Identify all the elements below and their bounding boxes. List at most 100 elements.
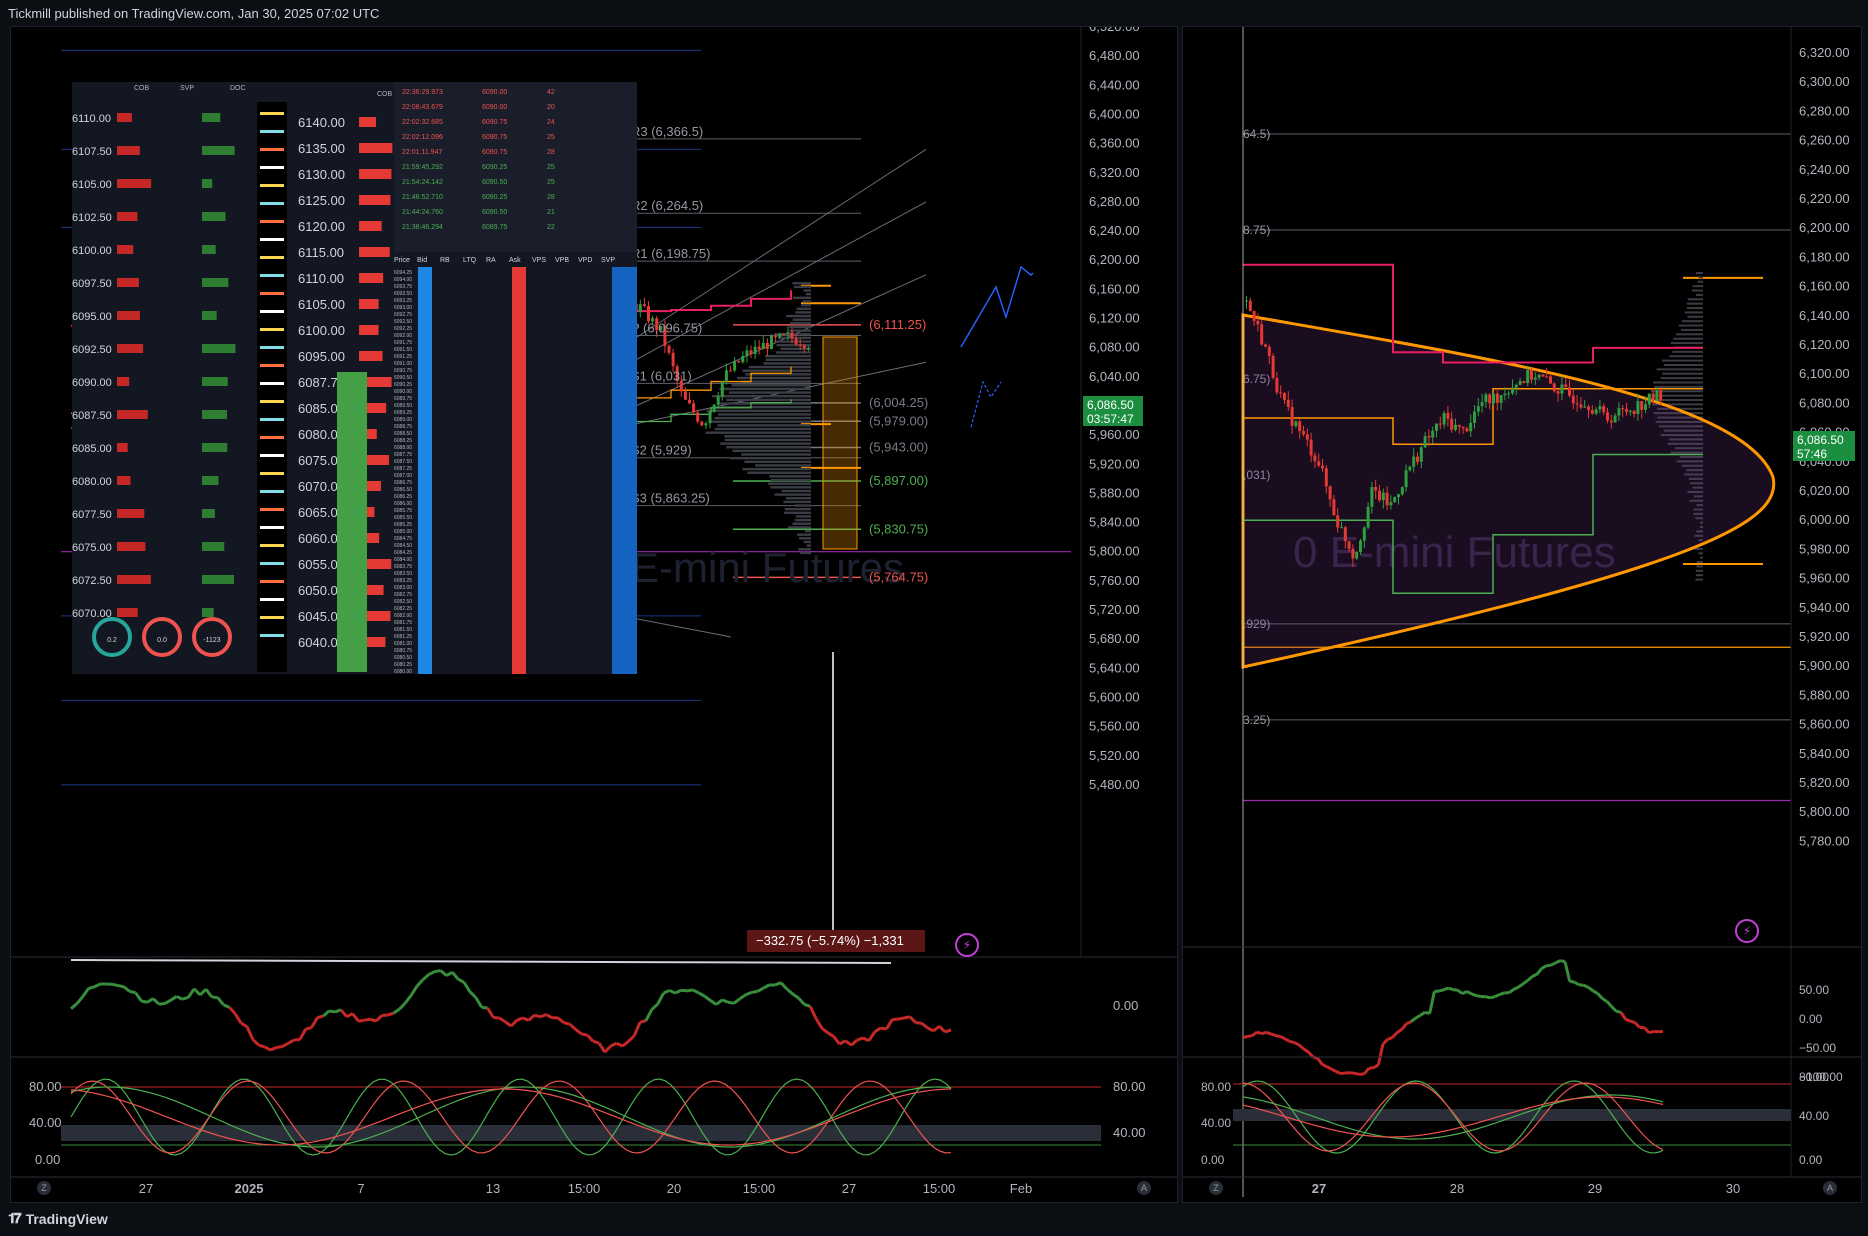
right-osc-segment (1494, 993, 1501, 998)
right-osc-segment (1513, 985, 1519, 991)
inset-ladder-price: 6075.00 (298, 453, 345, 468)
zoom-toggle-icon[interactable]: Z (37, 1181, 51, 1195)
right-candles (1245, 295, 1663, 568)
inset-dom-row: 6084.50 (394, 543, 412, 549)
right-candle-body (1476, 406, 1480, 412)
auto-scale-icon[interactable]: A (1137, 1181, 1151, 1195)
right-auto-scale-icon[interactable]: A (1823, 1181, 1837, 1195)
inset-dom-row: 6086.25 (394, 494, 412, 500)
left-time-axis[interactable]: 27 2025 7 13 15:00 20 15:00 27 15:00 Feb (139, 1181, 1032, 1196)
right-alert-lightning-icon[interactable]: ⚡ (1735, 919, 1759, 943)
inset-dom-row: 6089.75 (394, 396, 412, 402)
inset-tape-time: 22:36:29.973 (402, 89, 443, 96)
right-stoch-slow-d (1242, 1096, 1664, 1138)
osc-segment (779, 981, 788, 990)
left-chart-panel[interactable]: E-mini Futures R3 (6,366.5) R2 (6,264.5) R… (10, 19, 1178, 1203)
osc-segment (351, 1012, 360, 1023)
profile-bar (716, 405, 811, 409)
right-chart-svg[interactable]: 64.5)8.75)6.75),031).929)3.25) 0 E-mini … (1183, 27, 1861, 1202)
inset-tape-time: 21:46:52.710 (402, 194, 443, 201)
stoch-right-80: 80.00 (1113, 1079, 1146, 1094)
right-price-axis[interactable]: 6,320.00 6,300.00 6,280.00 6,260.00 6,240.00… (1799, 45, 1850, 1167)
left-price-axis[interactable]: 6,520.00 6,480.00 6,440.00 6,400.00 6,360.00… (1089, 19, 1140, 792)
candle-body (688, 399, 691, 404)
right-profile-bar (1692, 285, 1703, 288)
profile-bar (784, 511, 811, 515)
right-osc-segment (1391, 1031, 1399, 1039)
right-osc-segment (1247, 1034, 1253, 1038)
right-candle-body (1575, 403, 1579, 405)
right-time-axis[interactable]: 27 28 29 30 (1312, 1181, 1740, 1196)
osc-segment (169, 995, 178, 1002)
time-tick-label: 7 (357, 1181, 364, 1196)
projection-path-upper (960, 265, 1034, 348)
time-tick-label: Feb (1010, 1181, 1032, 1196)
right-candle-body (1552, 383, 1556, 392)
inset-ladder-price: 6065.00 (298, 505, 345, 520)
right-osc-segment (1522, 979, 1529, 986)
osc-segment (668, 989, 676, 995)
right-candle-body (1606, 412, 1609, 421)
right-candle-body (1366, 506, 1370, 528)
inset-dom-header: Price (394, 257, 410, 264)
osc-segment (656, 992, 665, 1005)
right-osc-tick: 50.00 (1799, 983, 1829, 997)
osc-zero-label: 0.00 (1113, 998, 1138, 1013)
profile-bar (724, 438, 811, 442)
right-osc-segment (1555, 959, 1561, 965)
right-candle-body (1602, 406, 1606, 413)
right-candle-body (1298, 421, 1302, 432)
tradingview-footer: 𝟏𝟕 TradingView (8, 1210, 108, 1227)
osc-segment (509, 1019, 518, 1028)
right-osc-segment (1550, 961, 1557, 967)
level-label: (6,111.25) (869, 317, 926, 332)
right-candle-body (1419, 447, 1423, 462)
right-zoom-toggle-icon[interactable]: Z (1209, 1181, 1223, 1195)
inset-heat-mark (260, 454, 284, 457)
candle-body (757, 346, 761, 350)
inset-bar-green (202, 377, 228, 386)
right-profile-bar (1669, 438, 1703, 441)
inset-dom-row: 6091.00 (394, 361, 412, 367)
pivot-label: S3 (5,863.25) (631, 491, 710, 506)
inset-dom-row: 6086.50 (394, 487, 412, 493)
alert-lightning-icon[interactable]: ⚡ (955, 933, 979, 957)
right-osc-segment (1363, 1067, 1371, 1075)
inset-dom-row: 6088.75 (394, 424, 412, 430)
inset-ladder-price: 6070.00 (298, 479, 345, 494)
right-osc-segment (1428, 991, 1436, 1014)
price-tick-label: 5,880.00 (1089, 485, 1140, 500)
inset-tape-price: 6090.00 (482, 89, 507, 96)
inset-ladder-price: 6050.00 (298, 583, 345, 598)
right-chart-panel[interactable]: 64.5)8.75)6.75),031).929)3.25) 0 E-mini … (1182, 26, 1862, 1203)
right-osc-segment (1419, 1011, 1426, 1017)
osc-segment (644, 1008, 654, 1022)
right-profile-bar (1700, 556, 1703, 559)
right-profile-bar (1695, 578, 1703, 581)
inset-bar-green (202, 179, 213, 188)
right-price-tick-label: 6,200.00 (1799, 220, 1850, 235)
osc-segment (808, 1005, 818, 1020)
osc-segment (164, 998, 172, 1005)
right-price-tick-label: 6,140.00 (1799, 308, 1850, 323)
right-candle-body (1355, 551, 1359, 559)
right-candle-body (1659, 390, 1663, 401)
right-candle-body (1541, 374, 1545, 377)
inset-bar-red (117, 410, 148, 419)
left-volume-profile (705, 282, 811, 555)
right-profile-bar (1650, 390, 1703, 393)
right-profile-bar (1684, 311, 1703, 314)
right-candle-body (1640, 401, 1644, 410)
right-osc-segment (1368, 1066, 1374, 1070)
inset-dom-header: VPB (555, 257, 569, 264)
price-tick-label: 6,400.00 (1089, 106, 1140, 121)
inset-bar-green (202, 311, 217, 320)
right-candle-body (1275, 377, 1279, 393)
right-candle-body (1427, 436, 1431, 438)
price-tick-label: 5,800.00 (1089, 544, 1140, 559)
osc-segment (486, 1007, 495, 1019)
osc-segment (276, 1045, 283, 1050)
right-candle-body (1290, 407, 1294, 426)
osc-segment (838, 1039, 847, 1046)
right-profile-bar (1670, 342, 1703, 345)
